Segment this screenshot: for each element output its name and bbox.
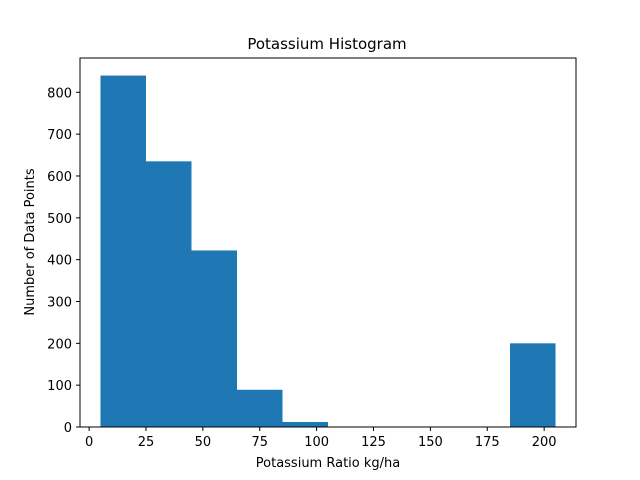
y-tick-label: 100: [47, 379, 72, 394]
x-tick-label: 0: [85, 435, 93, 450]
histogram-bar: [236, 389, 283, 427]
y-axis-label: Number of Data Points: [23, 168, 38, 315]
histogram-bar: [100, 75, 146, 428]
histogram-bars: [100, 75, 556, 428]
histogram-bar: [145, 161, 192, 427]
x-axis-label: Potassium Ratio kg/ha: [256, 456, 400, 471]
x-tick-label: 75: [251, 435, 268, 450]
y-tick-label: 700: [47, 128, 72, 143]
chart-title: Potassium Histogram: [247, 35, 406, 53]
x-tick-label: 175: [475, 435, 500, 450]
y-tick-label: 0: [64, 421, 72, 436]
x-tick-label: 125: [361, 435, 386, 450]
y-tick-label: 200: [47, 337, 72, 352]
x-tick-label: 25: [138, 435, 155, 450]
histogram-bar: [191, 250, 237, 427]
x-tick-label: 50: [195, 435, 212, 450]
histogram-bar: [282, 421, 328, 427]
x-axis-ticks: 0 25 50 75 100 125 150 175 200: [85, 427, 557, 450]
x-tick-label: 150: [418, 435, 443, 450]
y-tick-label: 600: [47, 170, 72, 185]
histogram-bar: [510, 343, 556, 427]
y-axis-ticks: 0 100 200 300 400 500 600 700 800: [47, 86, 80, 436]
plot-frame: [79, 57, 577, 428]
y-tick-label: 400: [47, 254, 72, 269]
y-tick-label: 800: [47, 86, 72, 101]
x-tick-label: 100: [304, 435, 329, 450]
y-tick-label: 500: [47, 212, 72, 227]
x-tick-label: 200: [532, 435, 557, 450]
y-tick-label: 300: [47, 295, 72, 310]
